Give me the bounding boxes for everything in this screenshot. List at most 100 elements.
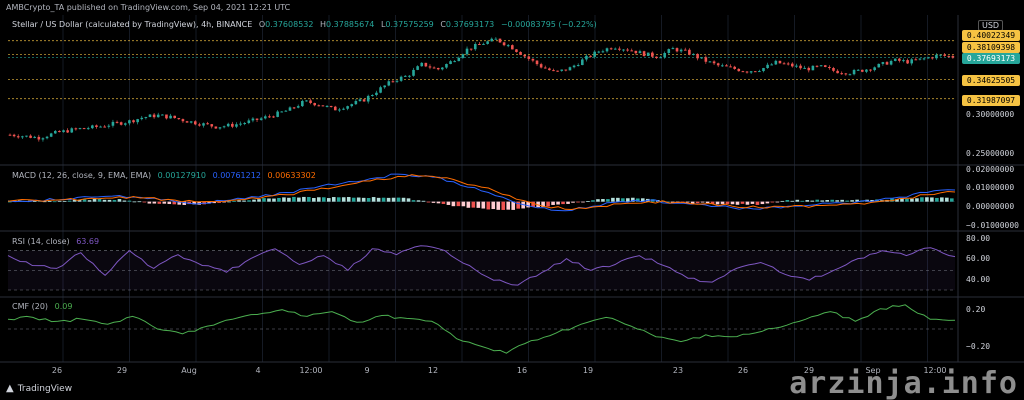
macd-histogram-bar <box>581 201 585 203</box>
x-tick-label: 29 <box>116 366 128 375</box>
candle-body <box>667 49 671 53</box>
low-value: 0.37575259 <box>385 20 434 29</box>
macd-histogram-bar <box>476 201 481 208</box>
macd-histogram-bar <box>187 201 192 205</box>
open-value: 0.37608532 <box>265 20 314 29</box>
macd-histogram-bar <box>252 199 256 202</box>
candle-body <box>165 114 168 119</box>
macd-histogram-bar <box>601 199 605 202</box>
macd-histogram-bar <box>501 201 506 210</box>
macd-histogram-bar <box>331 197 336 202</box>
candle-body <box>515 49 518 52</box>
candle-body <box>696 53 699 59</box>
candle-body <box>753 71 757 73</box>
candle-body <box>844 73 848 75</box>
candle-body <box>700 57 704 59</box>
cmf-title[interactable]: CMF (20) <box>12 302 49 311</box>
x-tick-label: 9 <box>364 366 370 375</box>
macd-histogram-bar <box>775 201 780 203</box>
candle-body <box>473 44 477 50</box>
cmf-line <box>7 304 956 354</box>
macd-histogram-bar <box>730 201 735 205</box>
candle-body <box>823 65 827 67</box>
candle-body <box>782 63 786 65</box>
candle-body <box>688 49 691 55</box>
candle-body <box>41 138 45 140</box>
symbol-title[interactable]: Stellar / US Dollar (calculated by Tradi… <box>12 20 253 29</box>
candle-body <box>251 118 255 121</box>
macd-histogram-bar <box>366 198 371 202</box>
macd-histogram-bar <box>132 201 137 203</box>
candle-body <box>70 128 74 133</box>
macd-histogram-bar <box>227 201 231 203</box>
price-axis-label: 0.25000000 <box>966 149 1015 158</box>
macd-histogram-bar <box>760 201 765 205</box>
candle-body <box>683 49 687 51</box>
tradingview-logo[interactable]: ▲ TradingView <box>6 383 72 394</box>
macd-histogram-bar <box>810 200 815 202</box>
candle-body <box>795 65 798 67</box>
macd-histogram-bar <box>92 199 97 202</box>
macd-histogram-bar <box>431 201 436 203</box>
cmf-pane <box>7 304 956 354</box>
rsi-title[interactable]: RSI (14, close) <box>12 237 70 246</box>
candle-body <box>82 128 86 130</box>
macd-histogram-bar <box>277 197 281 202</box>
rsi-line <box>7 245 956 286</box>
macd-histogram-bar <box>700 201 705 203</box>
candle-body <box>284 110 288 112</box>
candle-body <box>95 125 98 127</box>
macd-histogram-bar <box>715 201 720 205</box>
macd-histogram-bar <box>411 200 416 202</box>
price-axis-label: 0.30000000 <box>966 110 1015 119</box>
candle-body <box>152 114 156 118</box>
candle-body <box>935 54 938 59</box>
open-label: O <box>258 20 266 29</box>
macd-histogram-bar <box>471 201 476 208</box>
candle-body <box>12 134 16 137</box>
candle-body <box>811 65 815 71</box>
macd-histogram-bar <box>167 201 172 205</box>
candle-body <box>259 118 263 120</box>
site-watermark: arzinja.info <box>789 366 1018 400</box>
macd-histogram-bar <box>890 198 894 202</box>
candle-body <box>276 111 279 117</box>
candle-body <box>576 65 580 67</box>
macd-histogram-bar <box>561 201 565 205</box>
candle-body <box>605 48 609 52</box>
candle-body <box>119 122 123 125</box>
candle-body <box>766 64 769 69</box>
macd-histogram-bar <box>566 201 570 204</box>
macd-histogram-bar <box>237 200 241 202</box>
level-tag-4: 0.31987097 <box>962 95 1020 106</box>
candle-body <box>49 133 53 137</box>
macd-histogram-bar <box>466 201 471 208</box>
macd-histogram-bar <box>506 201 511 210</box>
grid-lines <box>62 15 928 362</box>
candle-body <box>910 59 914 64</box>
candle-body <box>449 61 452 65</box>
x-tick-label: 16 <box>516 366 528 375</box>
macd-histogram-bar <box>745 201 750 205</box>
candle-body <box>873 67 876 71</box>
candle-body <box>346 106 349 109</box>
macd-histogram-bar <box>825 199 830 202</box>
candle-body <box>511 45 514 50</box>
macd-histogram-bar <box>695 201 700 204</box>
macd-signal-value: 0.00633302 <box>267 171 316 180</box>
candle-body <box>469 48 473 50</box>
macd-histogram-bar <box>910 198 914 202</box>
candle-body <box>115 121 119 123</box>
candle-body <box>395 80 399 82</box>
macd-histogram-bar <box>242 200 246 202</box>
macd-histogram-bar <box>546 201 550 207</box>
macd-axis-label: 0.00000000 <box>966 202 1015 211</box>
macd-histogram-bar <box>232 201 236 202</box>
macd-title[interactable]: MACD (12, 26, close, 9, EMA, EMA) <box>12 171 152 180</box>
macd-histogram-bar <box>815 199 820 202</box>
macd-histogram-bar <box>122 200 127 202</box>
candle-body <box>383 85 386 88</box>
candle-body <box>107 125 111 127</box>
macd-histogram-bar <box>790 200 795 202</box>
